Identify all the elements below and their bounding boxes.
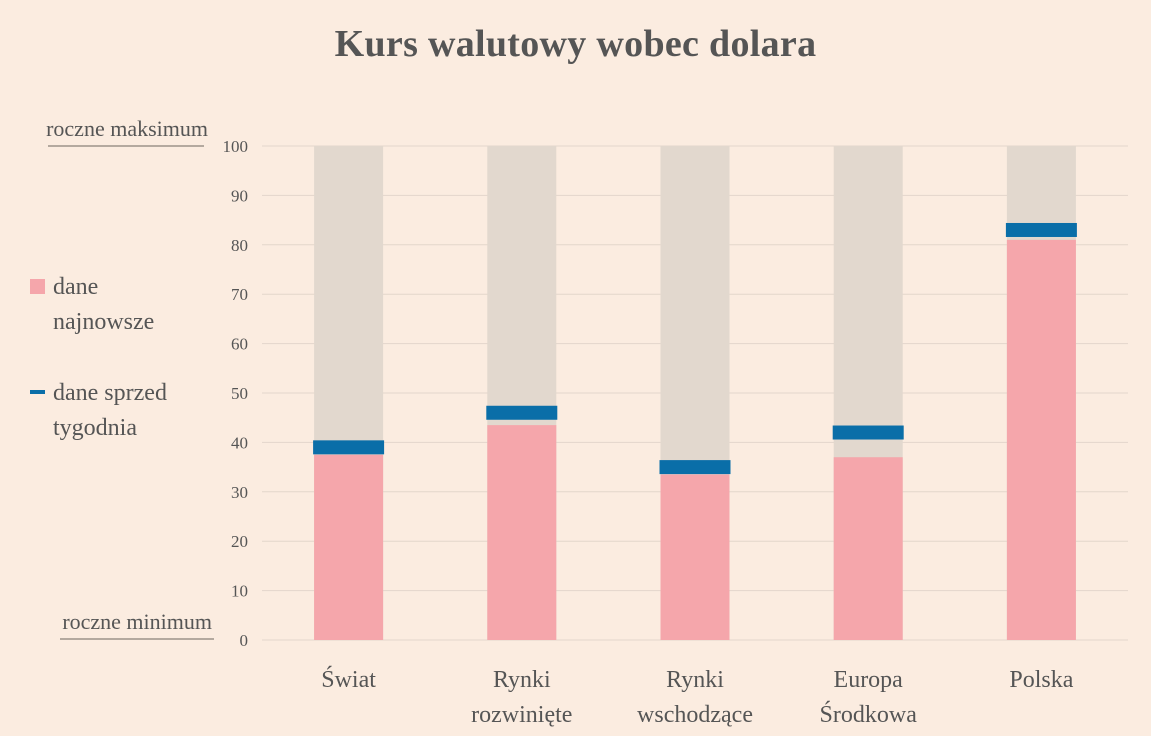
chart-title: Kurs walutowy wobec dolara: [334, 23, 817, 65]
week-ago-marker-3: [832, 425, 904, 440]
x-category-label-3-0: Europa: [834, 667, 904, 693]
text-layer: 0 10 20 30 40 50 60 70 80 90 100 Świat Rynki rozwinię…: [30, 116, 1074, 728]
y-tick-label-40: 40: [231, 433, 248, 452]
bars-layer: [313, 146, 1077, 641]
y-tick-label-70: 70: [231, 285, 248, 304]
x-category-label-4-0: Polska: [1009, 667, 1073, 693]
label-roczne-minimum: roczne minimum: [62, 609, 212, 634]
latest-bar-3: [833, 457, 903, 640]
legend-marker-latest: [30, 279, 45, 294]
week-ago-marker-4: [1005, 222, 1077, 237]
legend-label-latest-1: najnowsze: [53, 309, 154, 335]
latest-bar-1: [487, 425, 557, 640]
x-category-label-0-0: Świat: [321, 666, 376, 693]
legend-label-week-ago-1: tygodnia: [53, 415, 137, 441]
x-category-label-1-1: rozwinięte: [471, 702, 572, 728]
y-tick-label-0: 0: [240, 631, 249, 650]
y-tick-label-20: 20: [231, 532, 248, 551]
y-tick-label-50: 50: [231, 384, 248, 403]
y-tick-label-60: 60: [231, 335, 248, 354]
y-tick-label-10: 10: [231, 582, 248, 601]
label-roczne-maksimum: roczne maksimum: [46, 116, 208, 141]
y-tick-label-30: 30: [231, 483, 248, 502]
x-category-label-3-1: Środkowa: [820, 701, 918, 728]
week-ago-marker-1: [486, 405, 558, 420]
latest-bar-4: [1006, 239, 1076, 641]
legend-marker-week-ago: [30, 390, 45, 394]
legend-label-week-ago-0: dane sprzed: [53, 380, 167, 406]
y-tick-label-90: 90: [231, 186, 248, 205]
week-ago-marker-2: [659, 460, 731, 475]
x-category-label-2-1: wschodzące: [637, 702, 753, 728]
latest-bar-0: [314, 454, 384, 640]
y-tick-label-100: 100: [223, 137, 249, 156]
legend-label-latest-0: dane: [53, 274, 98, 300]
x-category-label-1-0: Rynki: [493, 667, 551, 693]
week-ago-marker-0: [313, 440, 385, 455]
x-category-label-2-0: Rynki: [666, 667, 724, 693]
y-tick-label-80: 80: [231, 236, 248, 255]
latest-bar-2: [660, 474, 730, 640]
